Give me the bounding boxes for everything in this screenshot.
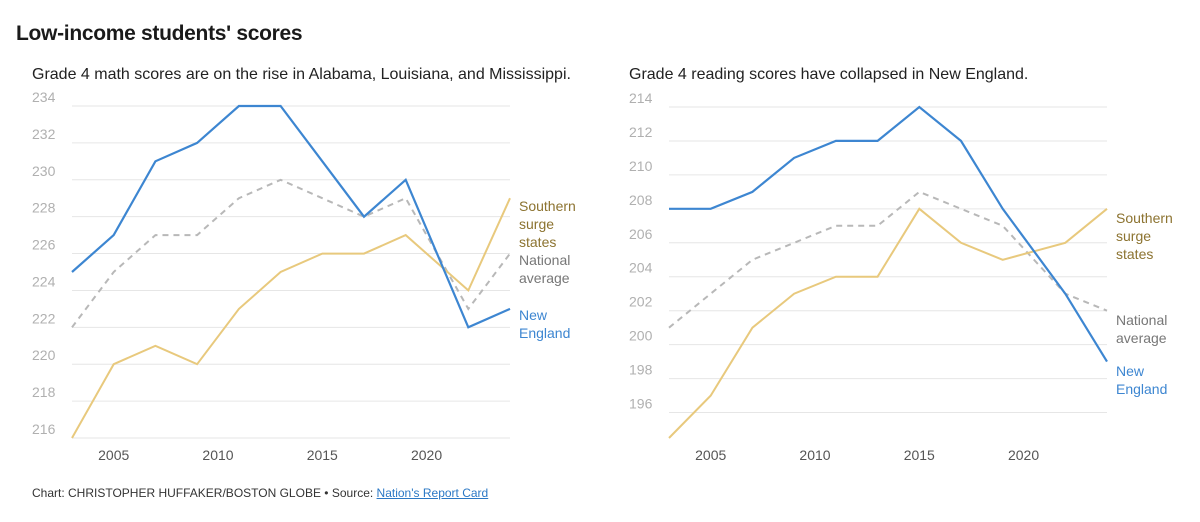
source-prefix: Source:: [331, 486, 374, 500]
y-tick-label: 230: [32, 163, 56, 179]
math-chart-plot: 216 218 220 222 224 226 228 230 232 234 2005 2010 20…: [32, 89, 576, 463]
new-england-series-line: [669, 105, 1108, 363]
reading-chart-plot: 196 198 200 202 204 206 208 210 212 214 2005 2010 20…: [629, 90, 1173, 463]
y-tick-label: 222: [32, 310, 56, 326]
new-england-series-label: New England: [519, 307, 570, 341]
y-tick-label: 212: [629, 124, 653, 140]
national-series-label: National average: [1116, 312, 1167, 346]
y-tick-label: 204: [629, 260, 653, 276]
y-tick-label: 232: [32, 126, 56, 142]
new-england-series-line: [71, 104, 511, 329]
x-tick-label: 2005: [695, 447, 726, 463]
credit-text: Chart: CHRISTOPHER HUFFAKER/BOSTON GLOBE: [32, 486, 321, 500]
y-tick-label: 226: [32, 237, 56, 253]
y-tick-label: 200: [629, 328, 653, 344]
y-tick-label: 234: [32, 89, 56, 105]
y-tick-label: 196: [629, 396, 653, 412]
y-tick-label: 216: [32, 421, 56, 437]
new-england-series-label: New England: [1116, 363, 1167, 397]
southern-series-line: [668, 207, 1108, 439]
x-tick-label: 2015: [904, 447, 935, 463]
math-chart-title: Grade 4 math scores are on the rise in A…: [32, 66, 571, 83]
y-tick-label: 214: [629, 90, 653, 106]
y-tick-label: 224: [32, 273, 56, 289]
southern-series-label: Southern surge states: [1116, 210, 1173, 262]
reading-chart-title: Grade 4 reading scores have collapsed in…: [629, 66, 1029, 83]
national-series-line: [668, 190, 1108, 329]
southern-series-label: Southern surge states: [519, 198, 576, 250]
y-tick-label: 198: [629, 362, 653, 378]
x-tick-label: 2020: [1008, 447, 1039, 463]
x-tick-label: 2010: [202, 447, 233, 463]
y-tick-label: 218: [32, 384, 56, 400]
y-tick-label: 202: [629, 294, 653, 310]
southern-series-line: [71, 197, 511, 439]
source-link[interactable]: Nation's Report Card: [376, 486, 489, 500]
separator-dot: •: [324, 486, 329, 500]
y-tick-label: 220: [32, 347, 56, 363]
x-tick-label: 2020: [411, 447, 442, 463]
x-tick-label: 2005: [98, 447, 129, 463]
x-tick-label: 2010: [799, 447, 830, 463]
y-tick-label: 210: [629, 158, 653, 174]
x-tick-label: 2015: [307, 447, 338, 463]
national-series-label: National average: [519, 252, 570, 286]
y-tick-label: 208: [629, 192, 653, 208]
y-tick-label: 206: [629, 226, 653, 242]
page-title: Low-income students' scores: [16, 22, 303, 45]
y-tick-label: 228: [32, 200, 56, 216]
national-series-line: [71, 178, 511, 328]
chart-footer: Chart: CHRISTOPHER HUFFAKER/BOSTON GLOBE…: [32, 486, 488, 500]
